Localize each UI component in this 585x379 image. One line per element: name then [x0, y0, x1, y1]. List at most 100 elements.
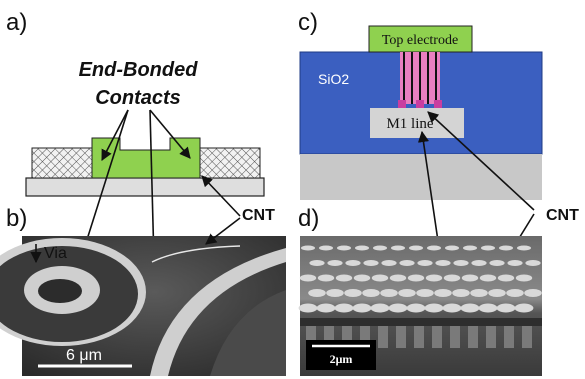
panel-d: 2μm d) CNT: [298, 205, 579, 376]
via-dot: [417, 260, 433, 266]
via-dot: [344, 289, 362, 297]
via-pillar: [342, 326, 352, 348]
via-dot: [470, 289, 488, 297]
via-dot: [334, 303, 354, 313]
panel-b: b) Via 6 μm CNT: [0, 175, 286, 376]
via-dot: [496, 303, 516, 313]
via-dot: [499, 245, 513, 251]
via-dot: [301, 245, 315, 251]
panel-b-label: b): [6, 205, 27, 232]
via-dot: [319, 245, 333, 251]
via-pillar: [486, 326, 496, 348]
via-dot: [514, 303, 534, 313]
via-dot: [326, 289, 344, 297]
via-dot: [425, 274, 443, 282]
panel-c: c) Top electrode SiO2 M1 line: [298, 9, 543, 352]
via-dot: [352, 303, 372, 313]
via-dot: [434, 289, 452, 297]
cross-section-edge: [300, 318, 542, 326]
via-pillar: [414, 326, 424, 348]
cnt-label-cd: CNT: [546, 207, 579, 224]
cnt-strand: [151, 245, 241, 263]
sio2-label: SiO2: [318, 71, 349, 87]
via-dot: [391, 245, 405, 251]
m1-line-label: M1 line: [386, 116, 433, 132]
arrow-cnt-b: [205, 217, 241, 245]
via-hole: [38, 279, 82, 303]
via-dot: [362, 289, 380, 297]
catalyst-dot: [398, 100, 406, 108]
via-dot: [453, 260, 469, 266]
via-dot: [497, 274, 515, 282]
via-dot: [355, 245, 369, 251]
via-cross-sections: [306, 326, 532, 348]
via-dot: [308, 289, 326, 297]
via-dot: [388, 303, 408, 313]
via-label: Via: [44, 245, 67, 262]
via-dot: [460, 303, 480, 313]
via-dot: [345, 260, 361, 266]
via-pillar: [468, 326, 478, 348]
via-dot: [452, 289, 470, 297]
arrow-contact-right: [149, 109, 191, 159]
via-pillar: [504, 326, 514, 348]
via-dot: [398, 289, 416, 297]
via-dot: [435, 260, 451, 266]
via-dot: [363, 260, 379, 266]
green-metal-contact: [91, 137, 201, 179]
via-dot: [525, 260, 541, 266]
via-dot: [381, 260, 397, 266]
cnt-label-b: CNT: [242, 207, 275, 224]
arrow-cnt-c: [427, 111, 535, 211]
via-pillar: [378, 326, 388, 348]
arrow-cnt-a: [201, 175, 241, 217]
via-dot: [461, 274, 479, 282]
via-dot: [489, 260, 505, 266]
via-dot: [380, 289, 398, 297]
via-dot: [299, 274, 317, 282]
via-dot: [298, 303, 318, 313]
top-electrode: [368, 25, 473, 53]
via-dot: [445, 245, 459, 251]
via-pillar: [324, 326, 334, 348]
via-dot: [481, 245, 495, 251]
via-array: [298, 245, 542, 313]
scale-bar-d-label: 2μm: [330, 352, 353, 366]
substrate-c: [300, 154, 542, 200]
outer-ring-band: [150, 248, 286, 376]
end-bonded-title-line2: Contacts: [95, 87, 181, 109]
end-bonded-title-line1: End-Bonded: [79, 59, 199, 81]
via-dot: [370, 303, 390, 313]
via-dot: [407, 274, 425, 282]
via-dot: [317, 274, 335, 282]
via-dot: [488, 289, 506, 297]
via-dot: [373, 245, 387, 251]
panel-d-label: d): [298, 205, 319, 232]
via-dot: [424, 303, 444, 313]
via-dot: [515, 274, 533, 282]
via-dot: [409, 245, 423, 251]
via-pillar: [432, 326, 442, 348]
via-dot: [517, 245, 531, 251]
via-pillar: [396, 326, 406, 348]
panel-c-label: c): [298, 9, 318, 36]
via-dot: [416, 289, 434, 297]
via-dot: [471, 260, 487, 266]
via-dot: [463, 245, 477, 251]
via-dot: [371, 274, 389, 282]
top-electrode-label: Top electrode: [382, 33, 458, 48]
cnt-bundle: [403, 52, 437, 104]
via-dot: [524, 289, 542, 297]
via-dot: [506, 289, 524, 297]
via-dot: [442, 303, 462, 313]
catalyst-dot: [416, 100, 424, 108]
catalyst-dot: [434, 100, 442, 108]
right-contact-pad: [199, 147, 261, 179]
via-pillar: [360, 326, 370, 348]
via-dot: [399, 260, 415, 266]
left-contact-pad: [31, 147, 93, 179]
via-dot: [335, 274, 353, 282]
via-dot: [507, 260, 523, 266]
via-dot: [406, 303, 426, 313]
via-dot: [353, 274, 371, 282]
